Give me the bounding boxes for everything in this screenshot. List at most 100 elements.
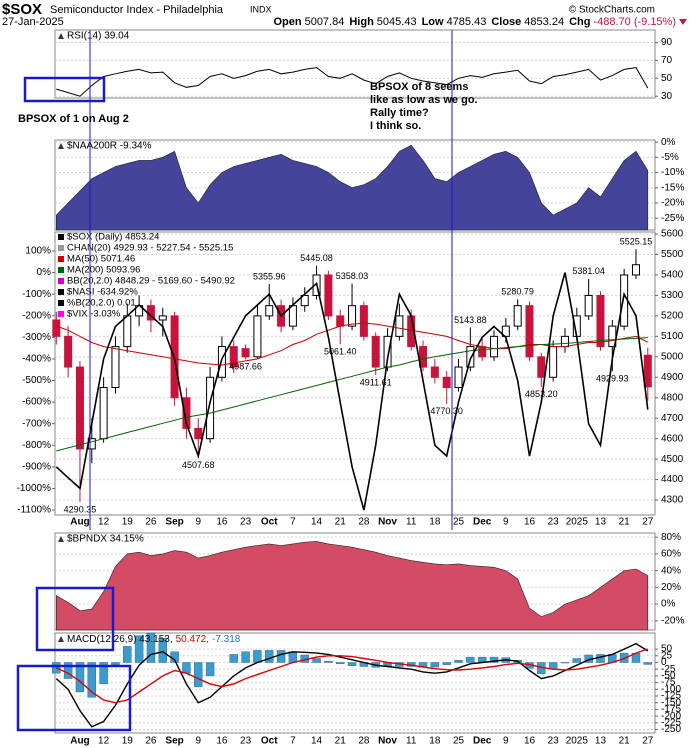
legend-swatch [58,278,64,284]
histogram-bar [63,662,73,679]
x-tick-label: 12 [98,736,110,747]
highlight-box [35,586,115,652]
y-tick-label: -100 [661,684,681,695]
quote-label: High [349,16,374,28]
highlight-box [16,664,132,732]
histogram-bar [194,662,203,687]
histogram-bar [99,662,108,685]
candle-body [64,335,73,368]
histogram-bar [123,646,132,663]
legend-swatch [58,267,64,273]
x-tick-label: 11 [406,517,417,528]
candle-body [253,315,262,358]
histogram-bar [347,662,357,666]
y-tick-label: 4900 [661,372,684,383]
quote-value: 4853.24 [524,16,564,28]
legend-entry: MA(200) 5093.96 [67,265,140,276]
candle-body [75,366,84,450]
x-tick-label: 25 [453,736,465,747]
candle-body [560,335,569,348]
candle-body [182,397,191,429]
x-tick-label: 14 [311,736,323,747]
histogram-bar [265,650,274,663]
x-tick-label: Sep [165,517,183,528]
price-annotation: 4929.93 [596,374,629,384]
label-part: 50.472, [176,634,209,645]
y-tick-label: 4400 [661,474,684,485]
candle-body [324,274,333,317]
histogram-bar [560,662,570,664]
price-annotation: 5445.08 [300,253,333,263]
legend-entry: %B(20,2.0) 0.01 [67,298,136,309]
histogram-bar [182,662,191,674]
y2-tick-label: 0% [37,267,52,278]
y-tick-label: -25 [661,664,676,675]
label-icon [58,33,64,39]
x-tick-label: Nov [378,517,397,528]
label-part: MACD(12,26,9) 43.153, [67,634,173,645]
y-tick-label: 5000 [661,351,684,362]
panel-label: $NAA200R -9.34% [67,141,152,152]
x-tick-label: 19 [122,517,134,528]
histogram-bar [276,650,286,663]
histogram-bar [312,658,321,663]
y-tick-label: 5600 [661,229,684,240]
candle-body [99,387,108,440]
x-tick-label: Sep [165,736,183,747]
x-tick-label: 25 [453,517,465,528]
x-tick-label: 9 [195,517,201,528]
quote-value: 5007.84 [305,16,345,28]
y-tick-label: -125 [661,691,681,702]
y-tick-label: -25% [661,213,684,224]
histogram-bar [158,638,167,663]
histogram-bar [572,658,582,663]
y-tick-label: 4700 [661,413,684,424]
y-tick-label: 4300 [661,495,684,506]
legend-entry: MA(50) 5071.46 [67,254,135,265]
x-tick-label: 23 [548,736,560,747]
x-tick-label: 7 [290,517,296,528]
y-tick-label: 5200 [661,311,684,322]
candle-body [513,305,522,327]
candle-body [265,305,274,317]
y2-tick-label: -900% [22,462,51,473]
y-tick-label: -250 [661,724,681,735]
price-annotation: 4507.68 [182,460,215,470]
price-annotation: 5355.96 [253,271,286,281]
x-tick-label: 21 [619,736,631,747]
legend-swatch [58,289,64,295]
histogram-bar [643,662,652,665]
y-tick-label: -5% [661,152,679,163]
y2-tick-label: -1100% [17,505,51,516]
exchange: INDX [250,4,272,14]
y-tick-label: 60% [661,549,681,560]
y2-tick-label: -600% [22,397,51,408]
x-tick-label: 2025 [566,736,589,747]
x-tick-label: 11 [406,736,417,747]
x-tick-label: 9 [503,736,509,747]
y-tick-label: 50 [661,644,673,655]
candle-body [466,346,475,368]
x-tick-label: 9 [195,736,201,747]
histogram-bar [134,635,144,663]
y-tick-label: -50 [661,671,676,682]
area [56,144,649,231]
y2-tick-label: -200% [22,310,51,321]
histogram-bar [466,656,475,663]
note: Rally time? [370,107,429,119]
y2-tick-label: -500% [22,375,51,386]
quote: Open 5007.84 High 5045.43 Low 4785.43 Close 485… [273,16,676,28]
x-tick-label: 21 [335,736,347,747]
y-tick-label: 4500 [661,454,684,465]
panel-label: MACD(12,26,9) 43.153, 50.472, -7.318 [67,634,241,645]
x-tick-label: 18 [429,517,441,528]
y-tick-label: 50 [661,73,673,84]
histogram-bar [52,662,61,674]
x-tick-label: 23 [240,736,252,747]
x-tick-label: Oct [261,736,278,747]
histogram-bar [241,651,250,663]
y-tick-label: 5300 [661,290,684,301]
price-annotation: 4770.30 [430,406,463,416]
y2-tick-label: -1000% [17,483,52,494]
